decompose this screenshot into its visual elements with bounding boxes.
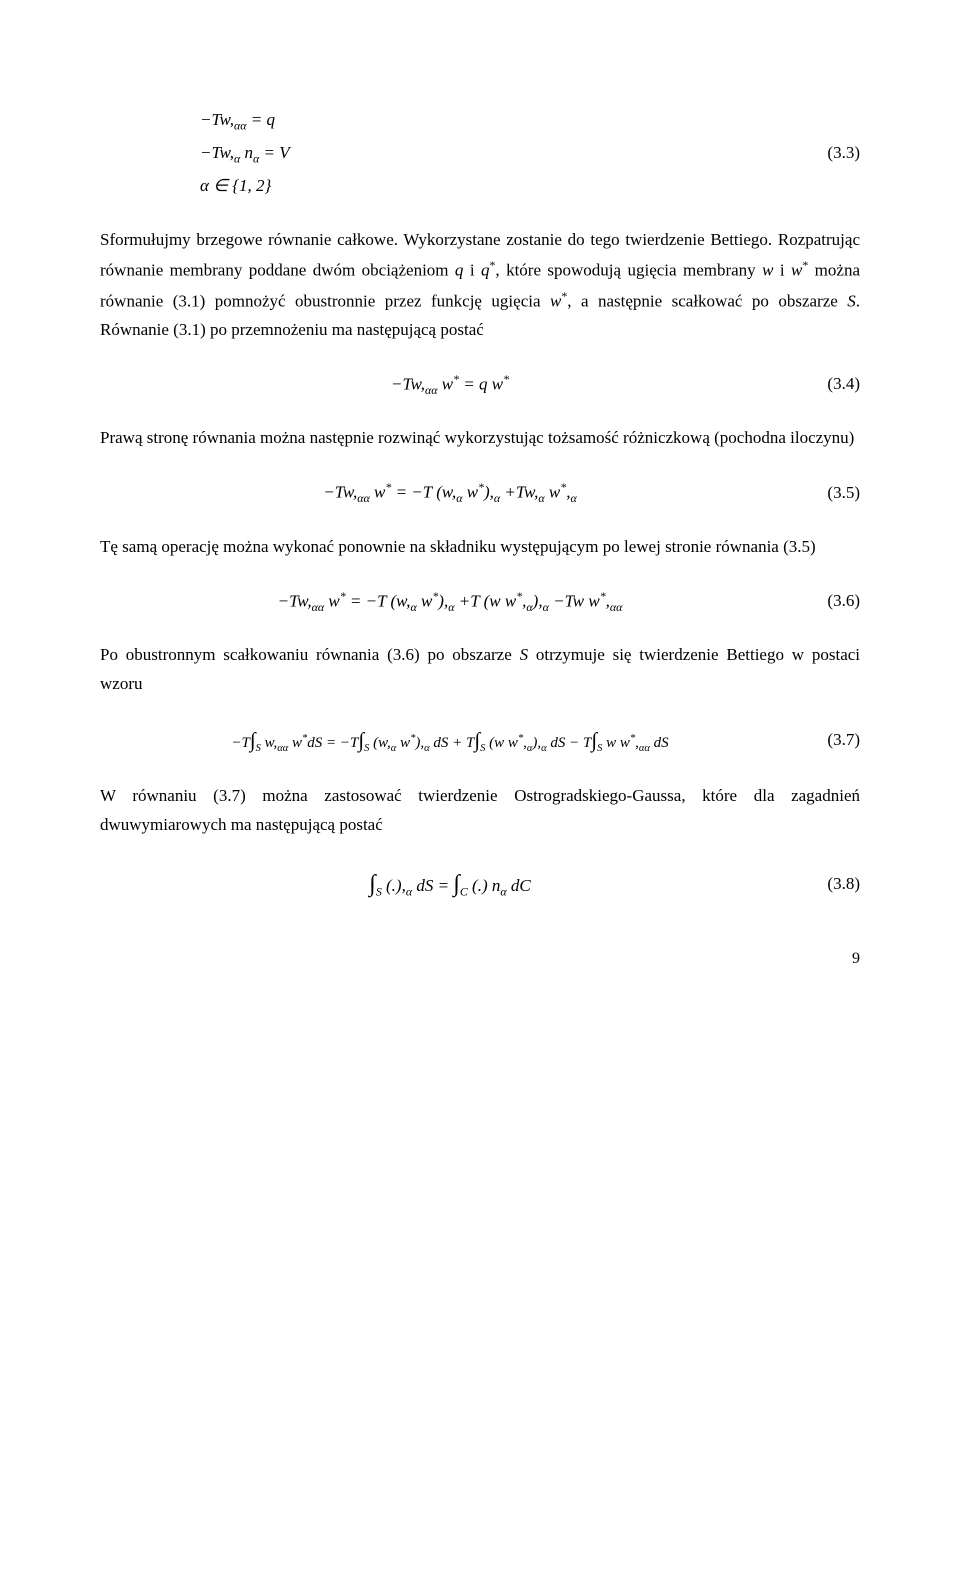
equation-3-4-content: −Tw,αα w* = q w* <box>100 369 800 400</box>
equation-3-6: −Tw,αα w* = −T (w,α w*),α +T (w w*,α),α … <box>100 586 860 617</box>
equation-3-7: −T∫S w,αα w*dS = −T∫S (w,α w*),α dS + T∫… <box>100 723 860 759</box>
page-number: 9 <box>100 945 860 972</box>
equation-3-3-number: (3.3) <box>800 139 860 168</box>
equation-3-8-number: (3.8) <box>800 870 860 899</box>
equation-3-6-content: −Tw,αα w* = −T (w,α w*),α +T (w w*,α),α … <box>100 586 800 617</box>
equation-3-3: −Tw,αα = q −Tw,α nα = V α ∈ {1, 2} (3.3) <box>100 104 860 202</box>
paragraph-5: W równaniu (3.7) można zastosować twierd… <box>100 782 860 840</box>
paragraph-1-text-d: i <box>773 261 791 280</box>
paragraph-1-text-f: , a następnie scałkować po obszarze <box>567 291 847 310</box>
paragraph-3: Tę samą operację można wykonać ponownie … <box>100 533 860 562</box>
equation-3-4-number: (3.4) <box>800 370 860 399</box>
paragraph-2: Prawą stronę równania można następnie ro… <box>100 424 860 453</box>
symbol-s-2: S <box>520 645 529 664</box>
equation-3-8: ∫S (.),α dS = ∫C (.) nα dC (3.8) <box>100 864 860 904</box>
equation-3-4: −Tw,αα w* = q w* (3.4) <box>100 369 860 400</box>
equation-3-6-number: (3.6) <box>800 587 860 616</box>
equation-3-3-content: −Tw,αα = q −Tw,α nα = V α ∈ {1, 2} <box>200 104 290 202</box>
paragraph-1-text-c: , które spowodują ugięcia membrany <box>495 261 762 280</box>
equation-3-5-content: −Tw,αα w* = −T (w,α w*),α +Tw,α w*,α <box>100 477 800 508</box>
equation-3-5: −Tw,αα w* = −T (w,α w*),α +Tw,α w*,α (3.… <box>100 477 860 508</box>
equation-3-8-content: ∫S (.),α dS = ∫C (.) nα dC <box>100 864 800 904</box>
symbol-w: w <box>762 261 773 280</box>
paragraph-4: Po obustronnym scałkowaniu równania (3.6… <box>100 641 860 699</box>
paragraph-1: Sformułujmy brzegowe równanie całkowe. W… <box>100 226 860 345</box>
paragraph-1-text-b: i <box>463 261 481 280</box>
symbol-s: S <box>847 291 856 310</box>
paragraph-4-text-a: Po obustronnym scałkowaniu równania (3.6… <box>100 645 520 664</box>
symbol-wstar-2: w <box>550 291 561 310</box>
equation-3-5-number: (3.5) <box>800 479 860 508</box>
equation-3-7-number: (3.7) <box>800 726 860 755</box>
symbol-wstar: w <box>791 261 802 280</box>
equation-3-7-content: −T∫S w,αα w*dS = −T∫S (w,α w*),α dS + T∫… <box>100 723 800 759</box>
